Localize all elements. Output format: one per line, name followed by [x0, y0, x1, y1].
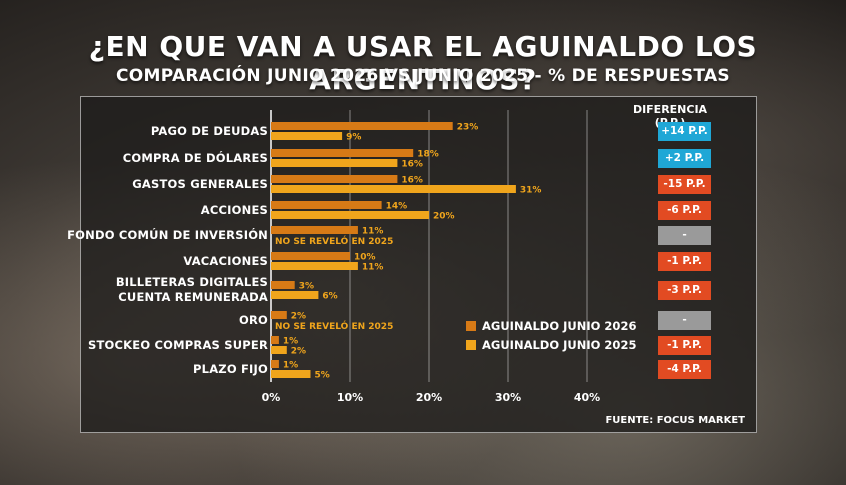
bar-2026-6: [271, 281, 295, 289]
bar-2025-2: [271, 185, 516, 193]
data-label-2025-2: 31%: [520, 186, 542, 196]
category-label-6: BILLETERAS DIGITALES CUENTA REMUNERADA: [48, 275, 268, 305]
bar-2025-6: [271, 291, 319, 299]
bar-2025-9: [271, 370, 311, 378]
x-tick-label-40: 40%: [574, 391, 600, 404]
difference-badge-2: -15 P.P.: [658, 174, 711, 194]
bar-2025-5: [271, 262, 358, 270]
bar-2026-9: [271, 360, 279, 368]
bar-2025-8: [271, 346, 287, 354]
data-label-2026-6: 3%: [299, 282, 314, 292]
category-label-line: ORO: [238, 312, 268, 327]
difference-badge-7: -: [658, 310, 711, 330]
bar-2025-1: [271, 159, 398, 167]
category-label-line: COMPRA DE DÓLARES: [122, 150, 268, 165]
data-label-2025-4: NO SE REVELÓ EN 2025: [275, 235, 393, 247]
difference-badge-8: -1 P.P.: [658, 335, 711, 355]
difference-badge-0: +14 P.P.: [658, 121, 711, 141]
bar-2026-4: [271, 226, 358, 234]
legend-swatch-2025: [466, 340, 476, 350]
bar-2026-3: [271, 201, 382, 209]
bar-2026-2: [271, 175, 398, 183]
source-note: FUENTE: FOCUS MARKET: [605, 415, 745, 426]
category-label-2: GASTOS GENERALES: [48, 177, 268, 192]
data-label-2025-8: 2%: [291, 347, 306, 357]
category-label-line: ACCIONES: [200, 202, 268, 217]
x-tick-label-10: 10%: [337, 391, 363, 404]
data-label-2026-9: 1%: [283, 361, 298, 371]
difference-badge-1: +2 P.P.: [658, 148, 711, 168]
data-label-2026-1: 18%: [417, 150, 439, 160]
difference-badge-3: -6 P.P.: [658, 200, 711, 220]
data-label-2026-4: 11%: [362, 227, 384, 237]
x-tick-label-0: 0%: [262, 391, 281, 404]
category-label-4: FONDO COMÚN DE INVERSIÓN: [48, 228, 268, 243]
category-label-line: GASTOS GENERALES: [132, 176, 268, 191]
x-tick-label-30: 30%: [495, 391, 521, 404]
category-label-line: VACACIONES: [183, 253, 268, 268]
data-label-2025-3: 20%: [433, 212, 455, 222]
data-label-2026-3: 14%: [386, 202, 408, 212]
data-label-2025-1: 16%: [401, 160, 423, 170]
difference-badge-4: -: [658, 225, 711, 245]
bar-2026-0: [271, 122, 453, 130]
bar-2026-8: [271, 336, 279, 344]
category-label-1: COMPRA DE DÓLARES: [48, 151, 268, 166]
chart-subtitle: COMPARACIÓN JUNIO 2026 VS JUNIO 2025 - %…: [116, 66, 730, 86]
legend-swatch-2026: [466, 321, 476, 331]
data-label-2025-6: 6%: [322, 292, 337, 302]
category-label-line: BILLETERAS DIGITALES: [115, 275, 268, 289]
data-label-2026-2: 16%: [401, 176, 423, 186]
legend-item-2025: AGUINALDO JUNIO 2025: [466, 338, 636, 352]
difference-badge-9: -4 P.P.: [658, 359, 711, 379]
category-label-line: PLAZO FIJO: [193, 361, 268, 376]
data-label-2026-5: 10%: [354, 253, 376, 263]
legend-item-2026: AGUINALDO JUNIO 2026: [466, 319, 636, 333]
data-label-2025-9: 5%: [315, 371, 330, 381]
bar-2025-0: [271, 132, 343, 140]
category-label-8: STOCKEO COMPRAS SUPER: [48, 338, 268, 353]
difference-badge-6: -3 P.P.: [658, 280, 711, 300]
bar-2026-7: [271, 311, 287, 319]
legend-label-2026: AGUINALDO JUNIO 2026: [482, 319, 637, 333]
x-tick-label-20: 20%: [416, 391, 442, 404]
category-label-9: PLAZO FIJO: [48, 362, 268, 377]
difference-badge-5: -1 P.P.: [658, 251, 711, 271]
bar-2025-3: [271, 211, 429, 219]
category-label-line: FONDO COMÚN DE INVERSIÓN: [67, 227, 268, 242]
chart-title: ¿EN QUE VAN A USAR EL AGUINALDO LOS ARGE…: [88, 30, 758, 96]
category-label-line: PAGO DE DEUDAS: [150, 123, 268, 138]
data-label-2026-0: 23%: [457, 123, 479, 133]
data-label-2025-0: 9%: [346, 133, 361, 143]
bar-2026-5: [271, 252, 350, 260]
data-label-2025-7: NO SE REVELÓ EN 2025: [275, 320, 393, 332]
category-label-5: VACACIONES: [48, 254, 268, 269]
category-label-0: PAGO DE DEUDAS: [48, 124, 268, 139]
data-label-2025-5: 11%: [362, 263, 384, 273]
category-label-3: ACCIONES: [48, 203, 268, 218]
data-label-2026-7: 2%: [291, 312, 306, 322]
chart-panel: [80, 96, 757, 433]
category-label-line: STOCKEO COMPRAS SUPER: [88, 337, 268, 352]
category-label-line: CUENTA REMUNERADA: [118, 290, 268, 304]
bar-2026-1: [271, 149, 414, 157]
category-label-7: ORO: [48, 313, 268, 328]
legend-label-2025: AGUINALDO JUNIO 2025: [482, 338, 637, 352]
data-label-2026-8: 1%: [283, 337, 298, 347]
